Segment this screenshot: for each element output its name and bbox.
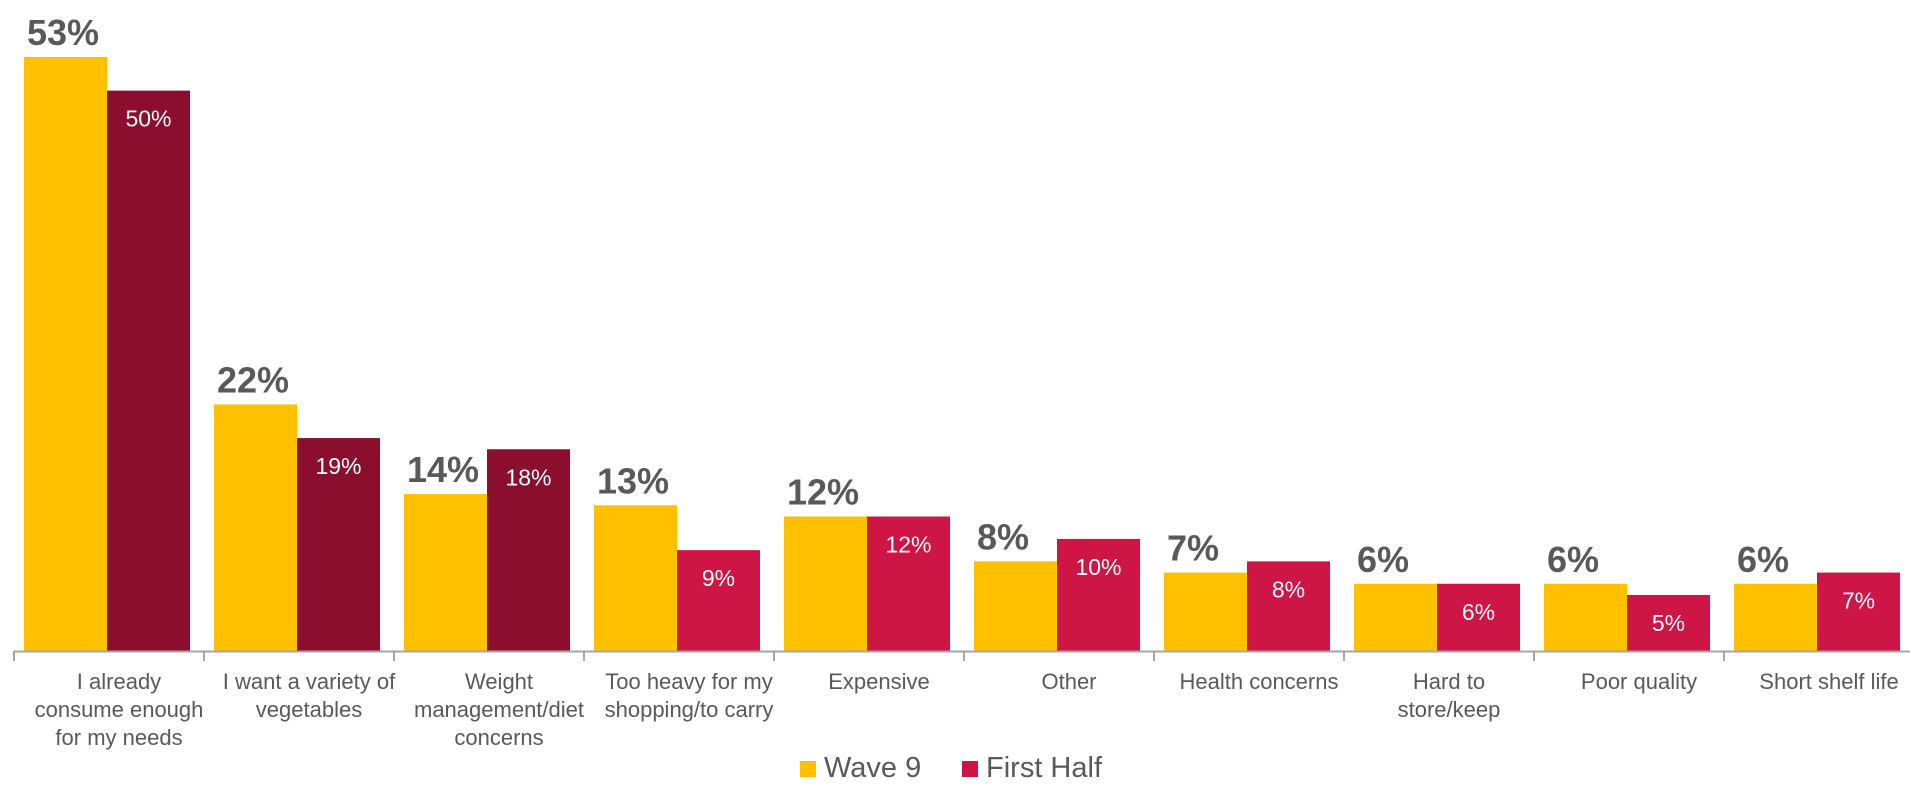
value-label-first-half-8: 5% <box>1652 610 1685 636</box>
value-label-first-half-7: 6% <box>1462 599 1495 625</box>
category-label-9: Short shelf life <box>1759 669 1898 694</box>
bar-first-half-4 <box>867 516 950 651</box>
category-label-7: Hard to store/keep <box>1398 669 1501 722</box>
category-label-6: Health concerns <box>1180 669 1339 694</box>
bar-first-half-9 <box>1817 572 1900 651</box>
value-label-first-half-5: 10% <box>1075 554 1121 580</box>
bars-group <box>24 57 1900 652</box>
value-label-first-half-9: 7% <box>1842 588 1875 614</box>
bar-first-half-2 <box>487 449 570 651</box>
value-label-first-half-2: 18% <box>505 464 551 490</box>
category-labels-group: I already consume enough for my needs I wan… <box>35 669 1899 750</box>
x-axis <box>13 650 1910 661</box>
value-label-wave9-8: 6% <box>1547 539 1599 580</box>
value-label-first-half-3: 9% <box>702 565 735 591</box>
category-label-5: Other <box>1041 669 1096 694</box>
value-label-wave9-7: 6% <box>1357 539 1409 580</box>
category-label-8: Poor quality <box>1581 669 1697 694</box>
value-label-wave9-6: 7% <box>1167 528 1219 569</box>
legend-swatch-first-half <box>962 761 978 777</box>
value-label-wave9-9: 6% <box>1737 539 1789 580</box>
bar-wave9-4 <box>784 516 867 651</box>
bar-wave9-5 <box>974 561 1057 651</box>
value-label-wave9-5: 8% <box>977 516 1029 557</box>
legend-swatch-wave9 <box>800 761 816 777</box>
value-label-wave9-3: 13% <box>597 460 669 501</box>
bar-wave9-7 <box>1354 583 1437 651</box>
bar-first-half-0 <box>107 90 190 652</box>
value-labels-group: 53% 50% 22% 19% 14% 18% 13% 9% 12% 12% 8% 10% 7% 8% 6%… <box>27 12 1875 636</box>
value-label-first-half-0: 50% <box>125 106 171 132</box>
bar-wave9-1 <box>214 404 297 651</box>
value-label-first-half-1: 19% <box>315 453 361 479</box>
value-label-wave9-0: 53% <box>27 12 99 53</box>
bar-first-half-6 <box>1247 561 1330 651</box>
bar-first-half-5 <box>1057 538 1140 651</box>
value-label-wave9-2: 14% <box>407 449 479 490</box>
category-label-4: Expensive <box>828 669 930 694</box>
bar-wave9-9 <box>1734 583 1817 651</box>
value-label-first-half-6: 8% <box>1272 576 1305 602</box>
value-label-first-half-4: 12% <box>885 532 931 558</box>
bar-wave9-3 <box>594 505 677 651</box>
category-label-2: Weight management/diet concerns <box>414 669 584 750</box>
bar-wave9-8 <box>1544 583 1627 651</box>
category-label-3: Too heavy for my shopping/to carry <box>605 669 774 722</box>
bar-first-half-3 <box>677 550 760 651</box>
bar-first-half-1 <box>297 438 380 651</box>
bar-wave9-2 <box>404 494 487 651</box>
bar-wave9-0 <box>24 57 107 651</box>
category-label-1: I want a variety of vegetables <box>223 669 396 722</box>
legend: Wave 9 First Half <box>800 752 1103 784</box>
bar-wave9-6 <box>1164 572 1247 651</box>
bar-first-half-8 <box>1627 594 1710 651</box>
bar-first-half-7 <box>1437 583 1520 651</box>
value-label-wave9-1: 22% <box>217 359 289 400</box>
legend-label-first-half: First Half <box>986 752 1103 784</box>
category-label-0: I already consume enough for my needs <box>35 669 204 750</box>
value-label-wave9-4: 12% <box>787 472 859 513</box>
legend-label-wave9: Wave 9 <box>824 752 921 784</box>
